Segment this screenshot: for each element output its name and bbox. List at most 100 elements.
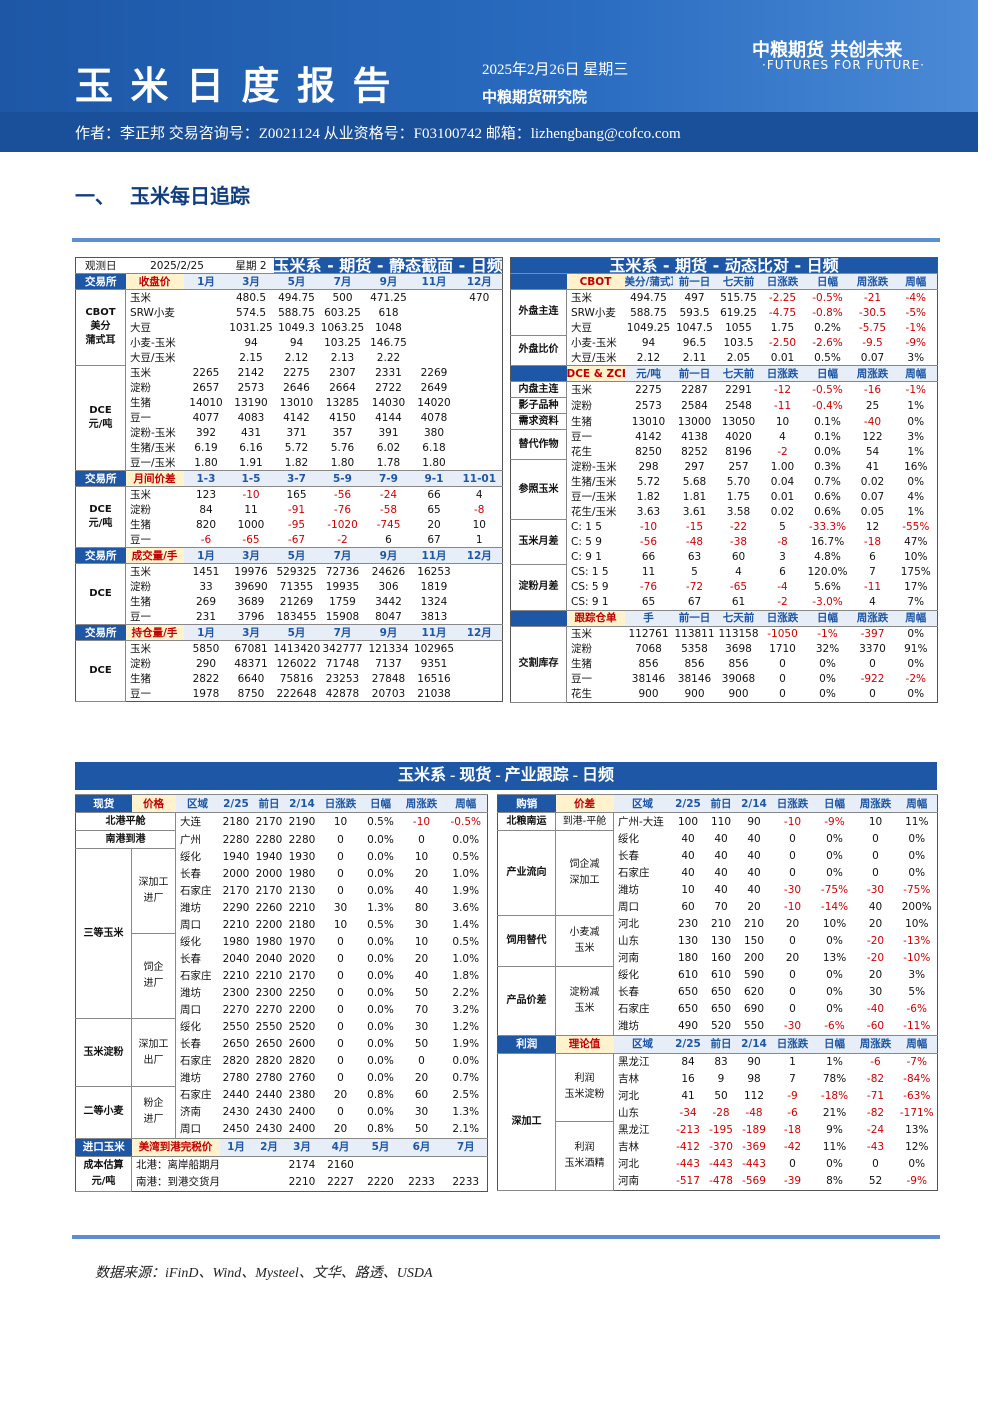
header-cell: 12月 xyxy=(456,273,503,290)
empty-cell xyxy=(457,609,503,625)
subgroup-label: 深加工 出厂 xyxy=(131,1018,176,1087)
header-cell: 手 xyxy=(624,609,673,627)
header-cell: 前一日 xyxy=(672,365,717,382)
cell: 小麦-玉米 xyxy=(130,336,176,349)
cell: 0 xyxy=(337,1106,344,1118)
row: 玉米月差 C: 1 5 -10 -15 -22 5 -33.3% 12 -55% xyxy=(510,519,938,565)
cell: 40 xyxy=(747,867,761,879)
cell: 10 xyxy=(681,884,695,896)
cell: -65 xyxy=(729,581,748,593)
row: 豆一 4077 4083 4142 4150 4144 4078 xyxy=(76,410,503,425)
cell: 70 xyxy=(414,1004,429,1016)
header-cell: 收盘价 xyxy=(125,273,184,290)
cell: 石家庄 xyxy=(618,1003,650,1015)
cell: 306 xyxy=(378,580,399,593)
group-label: 二等小麦 xyxy=(75,1086,132,1139)
cell: 2270 xyxy=(222,1004,250,1016)
cell: -8 xyxy=(474,503,485,516)
cell: -33.3% xyxy=(808,521,847,533)
cell: 90 xyxy=(747,815,761,828)
header-cell: 2月 xyxy=(252,1137,286,1157)
cell: 650 xyxy=(710,986,732,998)
cell: 230 xyxy=(677,918,699,930)
cell: 2265 xyxy=(192,366,220,379)
cell: 2233 xyxy=(408,1176,435,1188)
row: 潍坊 2290 2260 2210 30 1.3% 80 3.6% xyxy=(76,900,488,917)
cell: -91 xyxy=(287,503,306,516)
cell: 70 xyxy=(714,901,728,913)
group-label: 产品价差 xyxy=(497,966,556,1036)
logo-text: 中粮期货 共创未来 xyxy=(752,40,903,61)
cell: 41 xyxy=(681,1090,695,1102)
cell: 210 xyxy=(743,918,765,930)
row: 生猪 269 3689 21269 1759 3442 1324 xyxy=(76,594,503,609)
cell: 2020 xyxy=(288,953,316,965)
cell: 5.70 xyxy=(726,476,751,488)
cell: 30 xyxy=(333,902,348,914)
cell: 2.11 xyxy=(682,351,707,364)
group-label: 内盘主连 xyxy=(510,381,567,398)
group-label: 饲用替代 xyxy=(497,915,556,967)
empty-cell xyxy=(457,425,503,440)
cell: 13010 xyxy=(631,415,666,428)
header-cell: 1月 xyxy=(183,273,229,290)
cell: 2400 xyxy=(288,1123,316,1135)
cell: 0.04 xyxy=(770,476,795,488)
header-row: 进口玉米 美湾到港完税价 1月 2月 3月 4月 5月 6月 7月 xyxy=(75,1137,488,1157)
cell: 2200 xyxy=(288,1004,316,1016)
cell: 6.18 xyxy=(422,441,446,454)
cell: 126022 xyxy=(276,657,317,670)
cell: -72 xyxy=(685,581,704,593)
cell: 潍坊 xyxy=(618,884,639,896)
cell: 石家庄 xyxy=(180,1089,212,1101)
empty-cell xyxy=(457,335,503,350)
cell: 4150 xyxy=(329,411,356,424)
cell: 1759 xyxy=(329,595,356,608)
header-cell: 1月 xyxy=(183,547,229,564)
cell: 123 xyxy=(195,488,217,501)
row: 长春 2000 2000 1980 0 0.0% 20 1.0% xyxy=(76,866,488,883)
row: 豆一/玉米 1.82 1.81 1.75 0.01 0.6% 0.07 4% xyxy=(511,490,938,505)
cell: 61 xyxy=(731,596,746,608)
cell: 豆一 xyxy=(130,687,151,700)
cell: -15 xyxy=(685,521,704,533)
cell: 2649 xyxy=(420,381,448,394)
cell: -16 xyxy=(863,383,882,396)
cell: 河南 xyxy=(618,1175,639,1187)
cell: 1980 xyxy=(288,868,316,880)
cell: 6 xyxy=(779,566,786,578)
cell: 16% xyxy=(904,461,928,473)
cell: 0.8% xyxy=(367,1123,394,1135)
subgroup-label: 利润 玉米酒精 xyxy=(555,1121,614,1191)
cell: 豆一/玉米 xyxy=(571,491,617,503)
table-banner: 玉米系 - 期货 - 动态比对 - 日频 xyxy=(510,257,938,274)
cell: 10 xyxy=(472,518,486,531)
cell: 83 xyxy=(714,1056,728,1068)
header-cell: 6月 xyxy=(398,1137,445,1157)
cell: 2.12 xyxy=(284,351,309,364)
row: C: 5 9 -56 -48 -38 -8 16.7% -18 47% xyxy=(511,535,938,550)
header-cell: DCE & ZCE xyxy=(566,365,625,382)
cell: 7 xyxy=(869,566,876,578)
cell: 生猪 xyxy=(130,518,151,531)
cell: 103.5 xyxy=(723,336,754,349)
cell: 淀粉 xyxy=(130,657,151,670)
header-cell: 日幅 xyxy=(814,1034,855,1054)
cell: 3442 xyxy=(375,595,402,608)
cell: -75% xyxy=(820,884,849,896)
cell: 11 xyxy=(244,503,258,516)
header-cell: 5月 xyxy=(273,624,320,641)
cell: 0 xyxy=(418,833,425,846)
cell: 0.1% xyxy=(814,431,841,443)
header-cell: 日幅 xyxy=(362,794,399,813)
cell: 0% xyxy=(826,833,843,845)
cell: 0.0% xyxy=(367,936,394,948)
header-cell: 前一日 xyxy=(672,609,717,627)
cell: 490 xyxy=(677,1020,699,1032)
cell: -6 xyxy=(870,1056,881,1068)
header-cell: 1-5 xyxy=(228,470,274,487)
cell: 67 xyxy=(687,596,702,608)
header-cell: 日涨跌 xyxy=(760,609,805,627)
empty-cell xyxy=(457,641,503,657)
